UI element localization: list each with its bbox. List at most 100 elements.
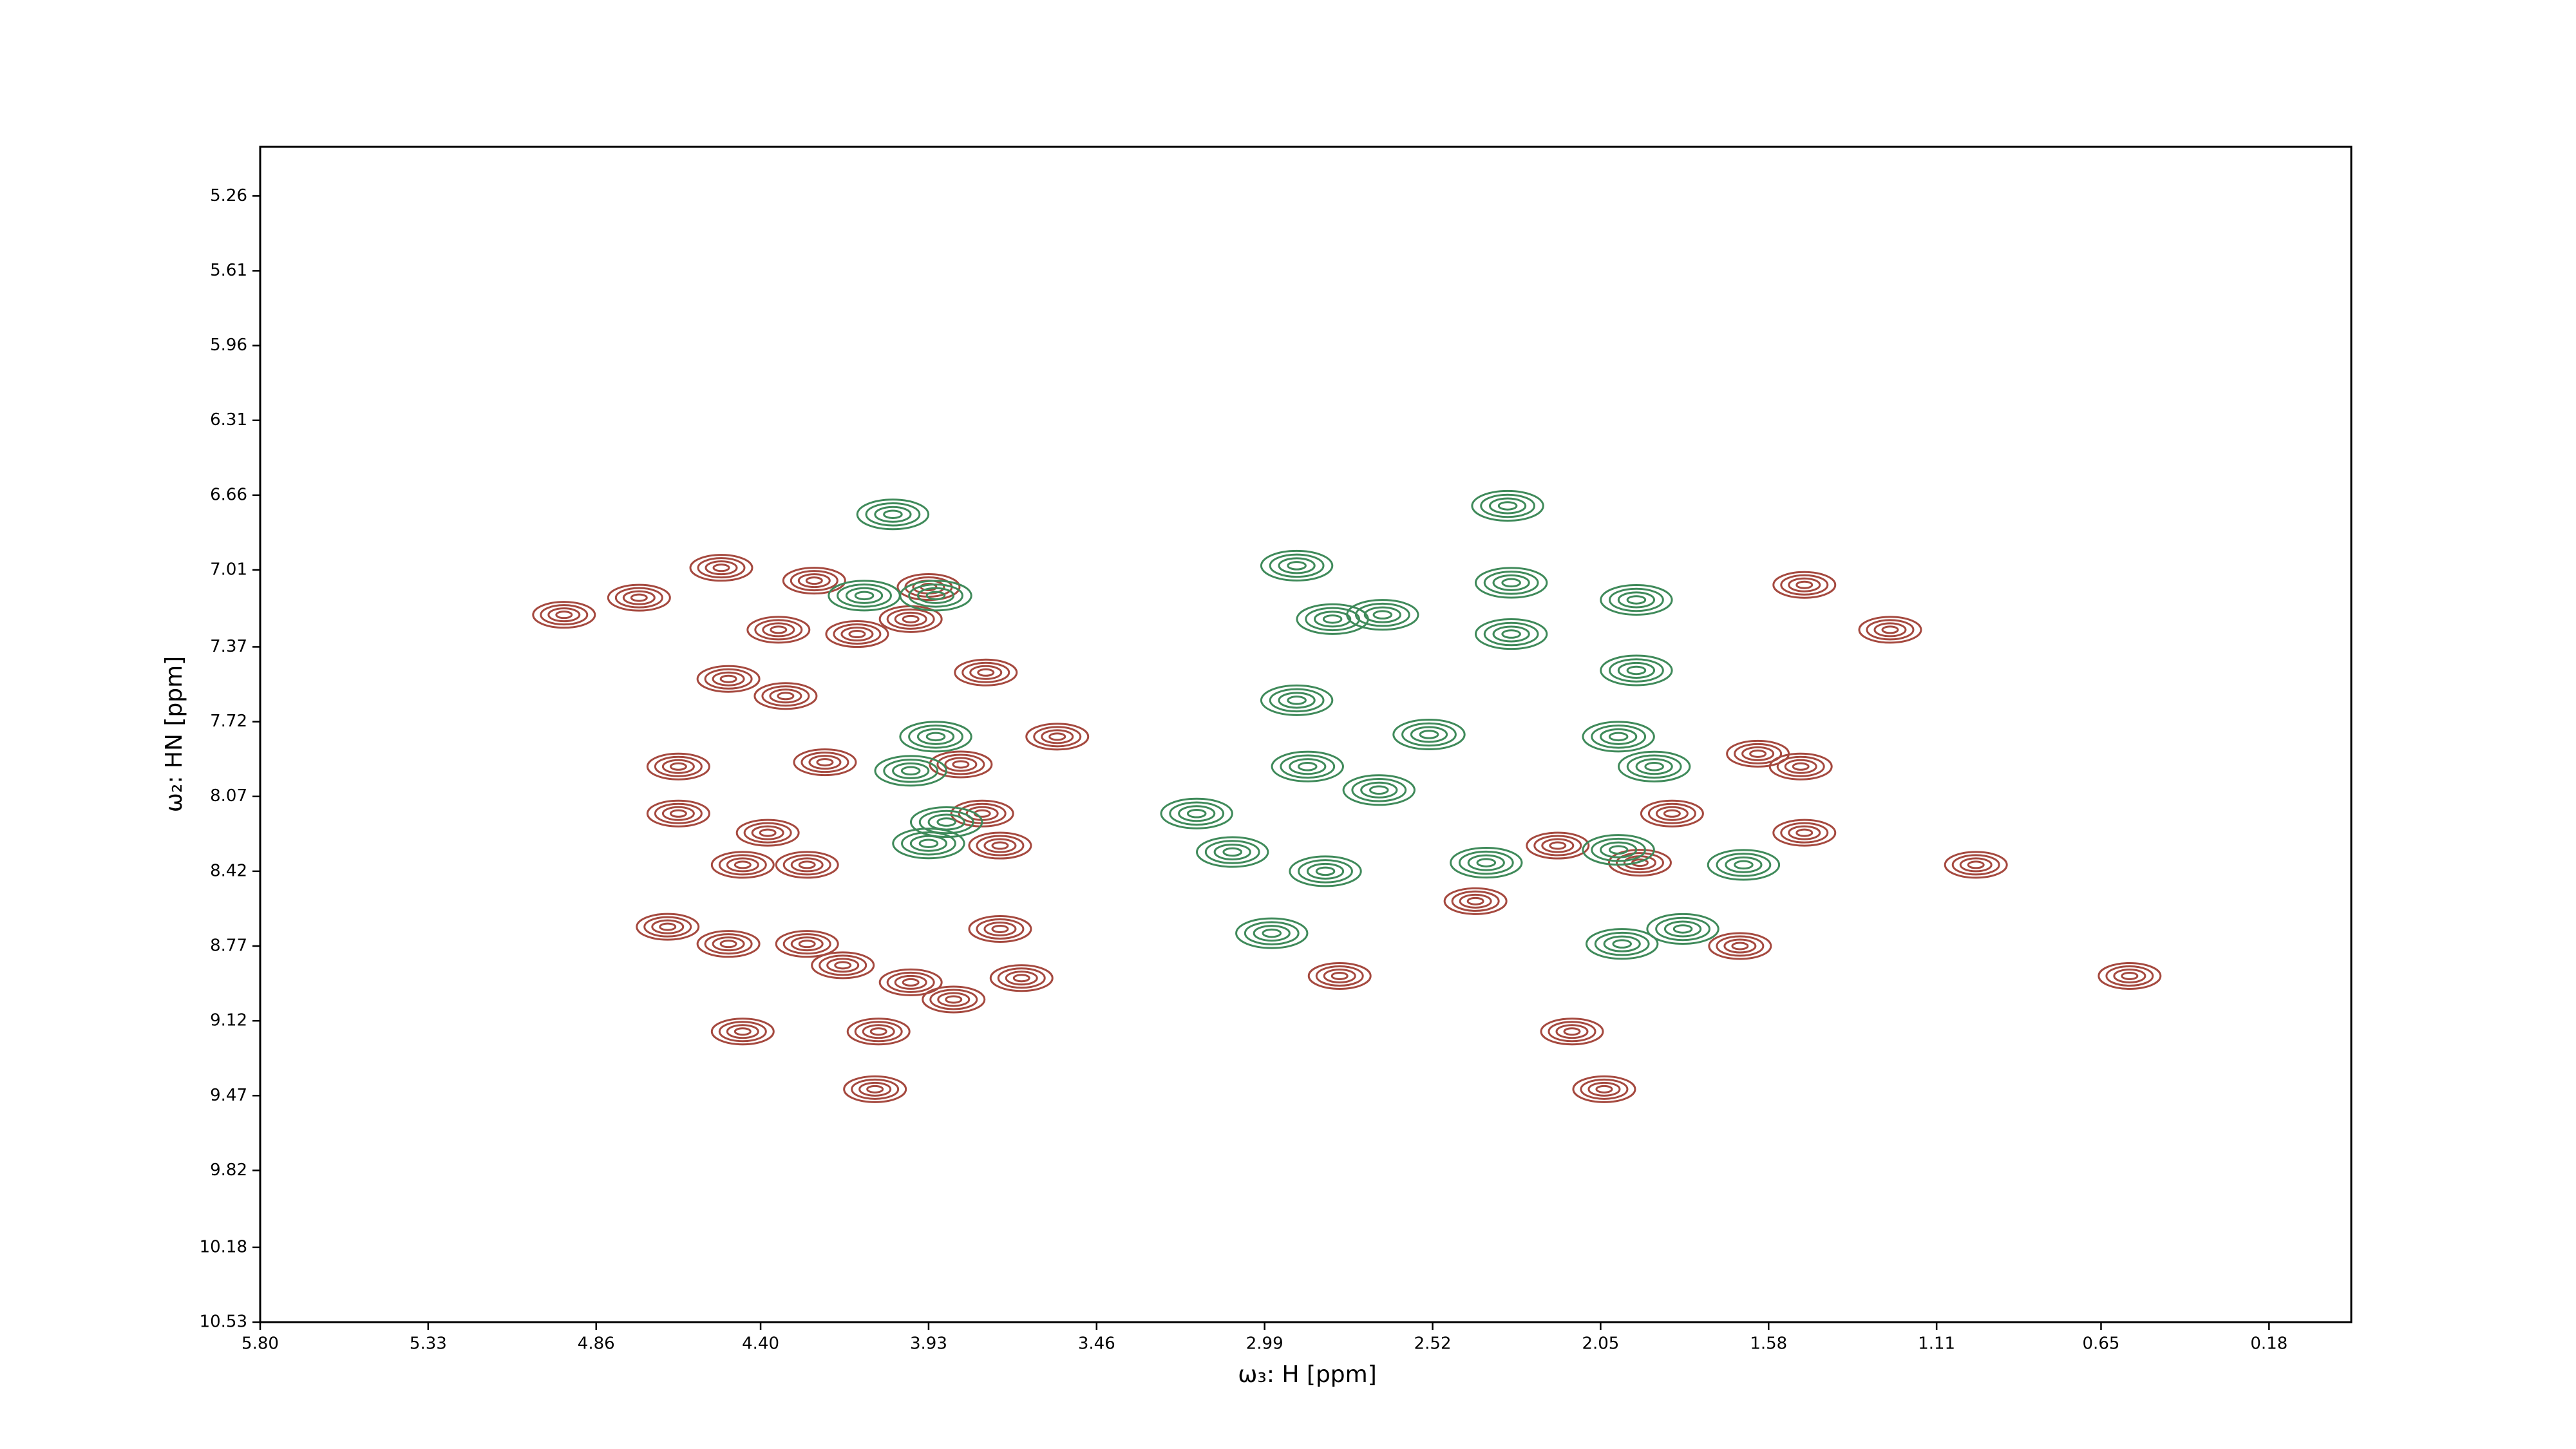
peak-contour	[1600, 654, 1673, 687]
x-tick-label: 0.65	[2083, 1334, 2120, 1354]
peak-contour	[896, 573, 961, 601]
y-tick-label: 7.72	[210, 712, 247, 731]
y-tick-label: 5.61	[210, 261, 247, 280]
peak-contour	[1768, 752, 1833, 781]
y-tick-label: 5.26	[210, 186, 247, 205]
x-tick-label: 4.86	[578, 1334, 615, 1354]
x-tick-label: 3.93	[910, 1334, 947, 1354]
peak-contour	[735, 819, 800, 847]
peak-contour	[1572, 1075, 1636, 1103]
peak-contour	[636, 913, 700, 941]
peak-contour	[1196, 836, 1269, 868]
peak-contour	[1474, 567, 1548, 599]
y-tick-label: 8.77	[210, 936, 247, 956]
peak-contour	[710, 851, 775, 879]
peak-contour	[746, 616, 811, 644]
y-tick-label: 9.82	[210, 1160, 247, 1180]
x-tick-label: 0.18	[2250, 1334, 2287, 1354]
peak-contour	[1540, 1018, 1604, 1046]
peak-contour	[1392, 719, 1466, 750]
peak-contour	[2098, 961, 2162, 990]
peak-contour	[1772, 819, 1837, 847]
peak-contour	[710, 1018, 775, 1046]
peak-contour	[1726, 739, 1790, 768]
peak-contour	[878, 968, 943, 996]
x-tick-label: 2.99	[1246, 1334, 1283, 1354]
peak-contour	[811, 951, 875, 980]
y-tick-label: 6.66	[210, 485, 247, 504]
peak-contour	[828, 580, 901, 612]
peak-contour	[1260, 684, 1334, 716]
x-tick-label: 1.11	[1918, 1334, 1955, 1354]
peak-contour	[825, 620, 889, 649]
peak-contour	[1443, 887, 1508, 915]
peak-contour	[1450, 847, 1523, 879]
peak-contour	[607, 583, 671, 612]
x-tick-label: 1.58	[1750, 1334, 1787, 1354]
x-tick-label: 3.46	[1078, 1334, 1115, 1354]
peak-contour	[1474, 618, 1548, 650]
plot-frame	[259, 146, 2353, 1323]
peak-contour	[753, 682, 818, 710]
peak-contour	[954, 658, 1018, 687]
peak-contour	[1640, 799, 1704, 828]
peak-contour	[922, 985, 986, 1014]
peak-contour	[1260, 549, 1334, 582]
peak-contour	[1707, 849, 1781, 881]
peak-contour	[989, 964, 1054, 992]
peak-contour	[793, 748, 857, 777]
peak-contour	[689, 554, 753, 582]
peak-contour	[1289, 855, 1362, 887]
peak-contour	[1772, 571, 1837, 599]
peak-contour	[1944, 851, 2008, 879]
peak-contour	[1582, 721, 1655, 753]
y-tick-label: 7.37	[210, 637, 247, 656]
peak-contour	[646, 752, 710, 781]
peak-contour	[1235, 917, 1309, 949]
x-tick-label: 5.80	[242, 1334, 279, 1354]
y-axis-label: ω₂: HN [ppm]	[161, 656, 187, 812]
peak-contour	[843, 1075, 907, 1103]
peak-contour	[874, 755, 947, 787]
peak-contour	[775, 930, 839, 958]
peak-contour	[950, 799, 1014, 828]
peak-contour	[1617, 750, 1691, 782]
peak-contour	[1600, 583, 1673, 616]
y-tick-label: 8.42	[210, 861, 247, 880]
peak-contour	[846, 1018, 911, 1046]
y-tick-label: 10.18	[200, 1237, 247, 1256]
peak-contour	[1526, 831, 1590, 860]
x-tick-label: 2.52	[1414, 1334, 1452, 1354]
peak-contour	[1708, 932, 1772, 960]
peak-contour	[968, 831, 1032, 860]
peak-contour	[1858, 616, 1922, 644]
peak-contour	[892, 828, 965, 860]
peak-contour	[1342, 774, 1416, 806]
y-tick-label: 10.53	[200, 1312, 247, 1332]
x-tick-label: 5.33	[410, 1334, 447, 1354]
peak-contour	[532, 601, 596, 629]
peak-contour	[899, 580, 972, 612]
y-tick-label: 7.01	[210, 560, 247, 580]
peak-contour	[782, 567, 846, 595]
peak-contour	[1586, 928, 1659, 960]
x-tick-label: 2.05	[1582, 1334, 1619, 1354]
x-tick-label: 4.40	[742, 1334, 779, 1354]
peak-contour	[1607, 849, 1672, 877]
y-tick-label: 6.31	[210, 410, 247, 430]
peak-contour	[968, 914, 1032, 943]
peak-contour	[696, 665, 761, 693]
peak-contour	[909, 806, 983, 838]
peak-contour	[929, 750, 993, 779]
peak-contour	[878, 605, 943, 633]
peak-contour	[1160, 797, 1233, 829]
peak-contour	[1471, 489, 1544, 522]
peak-contour	[1582, 834, 1655, 866]
peak-contour	[1646, 913, 1719, 945]
peak-contour	[1025, 723, 1090, 751]
peak-contour	[856, 498, 930, 531]
peak-contour	[646, 799, 710, 828]
